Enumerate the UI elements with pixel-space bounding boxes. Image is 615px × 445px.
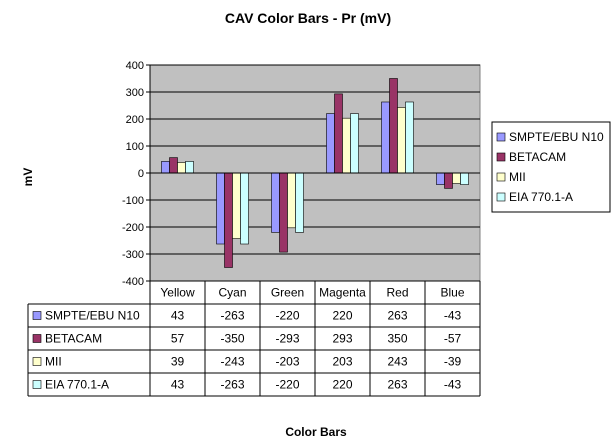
legend-key: [496, 192, 506, 202]
x-axis-title: Color Bars: [285, 425, 347, 439]
bar: [389, 78, 398, 174]
bars: [150, 78, 480, 268]
y-tick-label: 400: [126, 60, 144, 72]
bar: [185, 161, 194, 174]
data-label: 57: [171, 332, 185, 346]
legend-label: SMPTE/EBU N10: [509, 130, 604, 144]
data-label: -293: [275, 332, 299, 346]
table-legend-key: [32, 334, 42, 343]
chart-title: CAV Color Bars - Pr (mV): [225, 10, 391, 26]
data-label: -263: [220, 309, 244, 323]
y-tick-label: 300: [126, 87, 144, 99]
category-label: Red: [386, 286, 408, 300]
y-tick-label: -200: [122, 222, 144, 234]
y-tick-label: 100: [126, 141, 144, 153]
bar: [397, 107, 406, 174]
bar: [216, 172, 225, 245]
legend-label: MII: [509, 170, 526, 184]
bar: [161, 161, 170, 174]
bar: [326, 113, 335, 174]
table-legend-key: [32, 357, 42, 366]
data-label: 263: [387, 378, 407, 392]
y-tick-label: 200: [126, 114, 144, 126]
bar: [232, 172, 241, 239]
table-legend-key: [32, 380, 42, 389]
data-label: 293: [332, 332, 352, 346]
data-label: 220: [332, 309, 352, 323]
legend-label: EIA 770.1-A: [509, 190, 573, 204]
bar: [287, 172, 296, 229]
bar: [169, 157, 178, 174]
data-label: -243: [220, 355, 244, 369]
y-tick-label: 0: [138, 168, 144, 180]
data-label: -57: [444, 332, 462, 346]
category-label: Blue: [440, 286, 464, 300]
data-table: Yellow Cyan Green Magenta Red Blue SMPTE/EBU N…: [27, 280, 481, 397]
bar: [295, 172, 304, 233]
bar: [240, 172, 249, 245]
bar: [271, 172, 280, 233]
data-label: -203: [275, 355, 299, 369]
bar: [444, 172, 453, 189]
category-label: Cyan: [218, 286, 246, 300]
bar: [177, 162, 186, 174]
data-label: 43: [171, 378, 185, 392]
data-label: 220: [332, 378, 352, 392]
y-tick-label: -300: [122, 249, 144, 261]
legend-key: [496, 172, 506, 182]
data-label: 243: [387, 355, 407, 369]
bar: [436, 172, 445, 185]
legend-box: [491, 121, 611, 213]
bar: [405, 101, 414, 174]
data-label: 39: [171, 355, 185, 369]
data-label: 43: [171, 309, 185, 323]
bar: [279, 172, 288, 253]
data-label: -220: [275, 378, 299, 392]
bar: [334, 93, 343, 174]
bar: [460, 172, 469, 185]
data-label: -43: [444, 378, 462, 392]
data-label: -220: [275, 309, 299, 323]
legend: SMPTE/EBU N10 BETACAM MII EIA 770.1-A: [491, 121, 611, 213]
category-label: Green: [271, 286, 304, 300]
bar: [342, 117, 351, 174]
y-axis-title: mV: [21, 168, 35, 187]
data-label: -43: [444, 309, 462, 323]
legend-key: [496, 132, 506, 142]
data-label: 203: [332, 355, 352, 369]
bar: [350, 113, 359, 174]
table-series-name: MII: [45, 355, 62, 369]
bar: [452, 172, 461, 184]
legend-label: BETACAM: [509, 150, 566, 164]
data-label: 263: [387, 309, 407, 323]
table-series-name: SMPTE/EBU N10: [45, 309, 140, 323]
bar: [224, 172, 233, 268]
data-label: 350: [387, 332, 407, 346]
bar: [381, 101, 390, 174]
table-legend-key: [32, 311, 42, 320]
y-tick-labels: -400 -300 -200 -100 0 100 200 300 400: [122, 60, 144, 288]
data-label: -263: [220, 378, 244, 392]
table-series-name: EIA 770.1-A: [45, 378, 109, 392]
y-tick-label: -100: [122, 195, 144, 207]
category-label: Magenta: [319, 286, 366, 300]
category-label: Yellow: [160, 286, 195, 300]
y-tick-label: -400: [122, 276, 144, 288]
data-label: -39: [444, 355, 462, 369]
data-label: -350: [220, 332, 244, 346]
legend-key: [496, 152, 506, 162]
table-series-name: BETACAM: [45, 332, 102, 346]
